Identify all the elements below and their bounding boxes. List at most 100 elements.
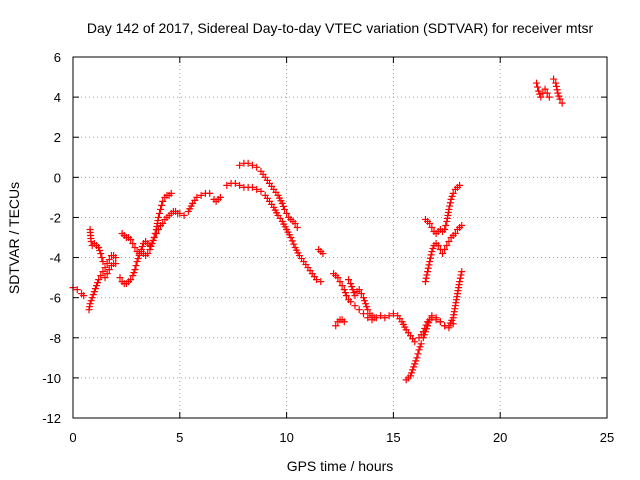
data-point bbox=[451, 229, 459, 237]
data-point bbox=[133, 258, 141, 266]
data-point-fill bbox=[425, 319, 433, 327]
data-point bbox=[129, 272, 137, 280]
data-point bbox=[336, 278, 344, 286]
data-point bbox=[385, 312, 393, 320]
plot-frame bbox=[72, 56, 608, 419]
data-point bbox=[167, 189, 175, 197]
y-tick-label: -8 bbox=[49, 331, 61, 346]
data-point bbox=[338, 282, 346, 290]
data-point-fill bbox=[279, 202, 287, 210]
data-point bbox=[257, 187, 265, 195]
data-point-fill bbox=[91, 285, 99, 293]
data-point bbox=[458, 268, 466, 276]
series-segment-16 bbox=[421, 221, 466, 286]
data-point bbox=[157, 205, 165, 213]
data-point bbox=[148, 240, 156, 248]
data-point bbox=[88, 294, 96, 302]
data-point bbox=[253, 163, 261, 171]
data-point bbox=[116, 274, 124, 282]
data-point-fill bbox=[341, 289, 349, 297]
data-point-fill bbox=[448, 192, 456, 200]
data-point bbox=[150, 234, 158, 241]
series-segment-14 bbox=[402, 340, 425, 384]
data-point bbox=[456, 181, 464, 189]
data-point-fill bbox=[416, 343, 424, 351]
data-point-fill bbox=[348, 283, 356, 291]
data-point bbox=[244, 159, 252, 167]
series-segment-13 bbox=[345, 276, 378, 322]
data-point bbox=[556, 95, 564, 103]
data-point-fill bbox=[98, 254, 106, 262]
data-point bbox=[436, 318, 444, 326]
data-point bbox=[236, 181, 244, 189]
y-tick-label: -10 bbox=[42, 371, 61, 386]
y-tick-label: -12 bbox=[42, 411, 61, 426]
data-point-fill bbox=[408, 369, 416, 377]
y-tick-label: -2 bbox=[49, 210, 61, 225]
data-point bbox=[137, 246, 145, 254]
series-segment-12 bbox=[332, 316, 348, 330]
series-segment-7 bbox=[210, 193, 224, 205]
data-point bbox=[347, 280, 355, 288]
data-point bbox=[355, 306, 363, 314]
data-point bbox=[419, 334, 427, 342]
data-point bbox=[319, 250, 327, 258]
y-tick-label: -4 bbox=[49, 251, 61, 266]
data-point bbox=[411, 360, 419, 368]
x-tick-label: 15 bbox=[386, 430, 400, 445]
y-tick-label: 2 bbox=[54, 130, 61, 145]
data-point bbox=[351, 302, 359, 310]
data-point bbox=[317, 278, 325, 286]
data-point bbox=[278, 199, 286, 207]
tick-layer: 0 5 10 15 20 25 -12 -10 -8 -6 -4 -2 0 2 4 6 bbox=[42, 50, 614, 445]
x-tick-label: 5 bbox=[176, 430, 183, 445]
data-point bbox=[349, 286, 357, 294]
data-point-fill bbox=[423, 271, 431, 279]
data-point bbox=[456, 278, 464, 286]
data-point-fill bbox=[151, 229, 159, 237]
data-point bbox=[443, 242, 451, 250]
y-tick-label: 0 bbox=[54, 170, 61, 185]
data-point bbox=[543, 89, 551, 97]
data-point bbox=[176, 209, 184, 217]
data-point bbox=[458, 221, 466, 229]
data-point bbox=[434, 242, 442, 250]
data-point-fill bbox=[446, 199, 454, 207]
data-point-fill bbox=[534, 83, 542, 91]
data-point-fill bbox=[456, 274, 464, 282]
x-tick-label: 10 bbox=[279, 430, 293, 445]
data-point bbox=[428, 223, 436, 231]
y-axis-label: SDTVAR / TECUs bbox=[6, 182, 22, 294]
data-point bbox=[537, 93, 545, 101]
data-point-fill bbox=[536, 90, 544, 98]
data-point-fill bbox=[429, 245, 437, 253]
data-point bbox=[101, 264, 109, 272]
data-point bbox=[406, 372, 414, 380]
data-point-fill bbox=[149, 237, 157, 245]
data-point bbox=[90, 288, 98, 296]
data-point bbox=[347, 298, 355, 306]
data-point-fill bbox=[96, 247, 104, 255]
data-point bbox=[439, 250, 447, 258]
data-point bbox=[424, 268, 432, 276]
data-point bbox=[95, 244, 103, 252]
data-point bbox=[95, 276, 103, 284]
data-point-fill bbox=[363, 303, 371, 311]
data-point-fill bbox=[426, 254, 434, 262]
data-point bbox=[545, 93, 553, 101]
data-point bbox=[287, 234, 295, 241]
data-point bbox=[421, 328, 429, 336]
x-tick-label: 0 bbox=[69, 430, 76, 445]
data-point-fill bbox=[414, 350, 422, 358]
data-point bbox=[428, 248, 436, 256]
data-point bbox=[364, 314, 372, 322]
data-point-fill bbox=[424, 264, 432, 272]
data-point bbox=[112, 260, 120, 268]
data-point-fill bbox=[555, 92, 563, 100]
data-point-fill bbox=[134, 255, 142, 263]
data-point-fill bbox=[147, 243, 155, 251]
data-point-fill bbox=[412, 357, 420, 365]
data-point bbox=[334, 274, 342, 282]
series-segment-3 bbox=[86, 225, 107, 266]
